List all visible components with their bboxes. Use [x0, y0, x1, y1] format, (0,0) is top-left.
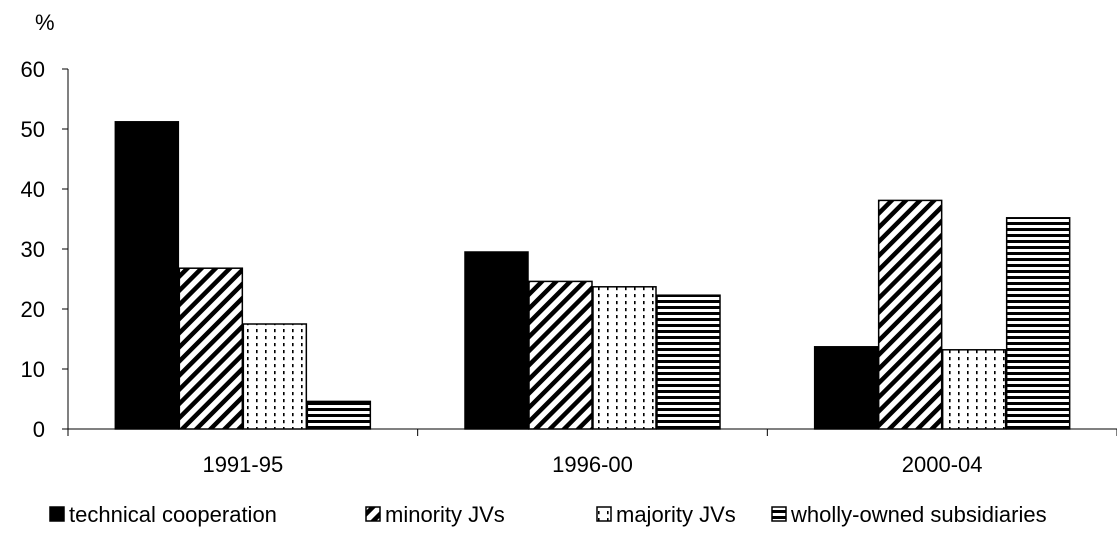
- bar-diagonal: [528, 280, 593, 430]
- bar-horizontal: [656, 294, 721, 430]
- bar-diagonal: [877, 199, 943, 430]
- legend-swatch: [49, 506, 65, 522]
- x-axis: 1991-95 1996-00 2000-04: [67, 428, 1117, 477]
- x-category-label: 1991-95: [202, 452, 283, 477]
- y-tick-label: 40: [21, 177, 45, 202]
- x-category-label: 1996-00: [552, 452, 633, 477]
- bar-dotted: [242, 323, 308, 430]
- y-tick-label: 20: [21, 297, 45, 322]
- legend-swatch: [771, 506, 787, 522]
- legend-label: technical cooperation: [69, 502, 277, 527]
- legend-label: wholly-owned subsidiaries: [790, 502, 1047, 527]
- y-tick-label: 10: [21, 357, 45, 382]
- bar-horizontal: [1005, 217, 1071, 430]
- bar-dotted: [592, 286, 657, 430]
- bar-horizontal: [306, 400, 372, 430]
- bar-dotted: [941, 349, 1007, 430]
- y-tick-label: 0: [33, 417, 45, 442]
- bar-diagonal: [178, 267, 244, 430]
- legend-label: majority JVs: [616, 502, 736, 527]
- bars: [114, 121, 1071, 430]
- y-axis-unit-label: %: [35, 10, 55, 35]
- bar-solid: [114, 121, 180, 430]
- bar-solid: [813, 346, 879, 430]
- y-tick-label: 30: [21, 237, 45, 262]
- x-category-label: 2000-04: [902, 452, 983, 477]
- y-axis: 0 10 20 30 40 50 60: [21, 57, 69, 442]
- y-tick-label: 60: [21, 57, 45, 82]
- legend-swatch: [365, 506, 381, 522]
- legend: technical cooperation minority JVs majorit…: [49, 502, 1047, 527]
- legend-label: minority JVs: [385, 502, 505, 527]
- legend-swatch: [596, 506, 612, 522]
- y-tick-label: 50: [21, 117, 45, 142]
- bar-solid: [464, 251, 529, 430]
